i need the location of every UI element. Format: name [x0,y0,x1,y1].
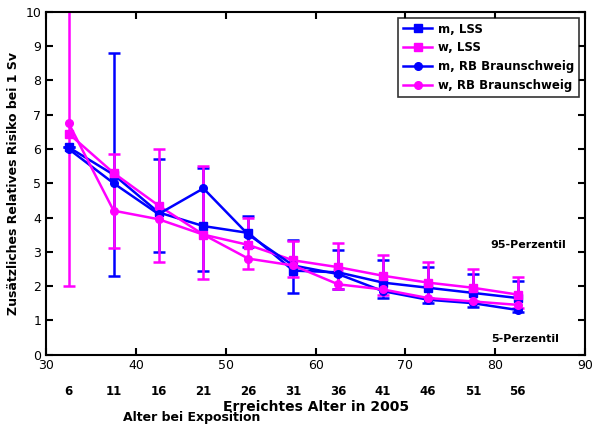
Text: 36: 36 [330,385,346,399]
m, LSS [65,145,72,150]
w, RB Braunschweig [514,302,521,308]
Line: m, RB Braunschweig: m, RB Braunschweig [65,145,521,314]
Line: w, RB Braunschweig: w, RB Braunschweig [65,119,521,309]
w, RB Braunschweig [469,299,476,304]
Text: 11: 11 [106,385,122,399]
Line: w, LSS: w, LSS [65,130,521,299]
Text: 41: 41 [375,385,391,399]
m, LSS [200,224,207,229]
w, RB Braunschweig [424,296,431,301]
m, LSS [245,230,252,236]
m, RB Braunschweig [200,186,207,191]
w, RB Braunschweig [290,263,297,268]
m, LSS [335,270,342,275]
w, LSS [155,203,162,208]
m, LSS [469,290,476,296]
w, LSS [245,242,252,248]
m, RB Braunschweig [155,211,162,217]
m, RB Braunschweig [469,301,476,306]
m, RB Braunschweig [335,272,342,277]
Text: 21: 21 [195,385,212,399]
Text: 26: 26 [240,385,257,399]
w, RB Braunschweig [335,282,342,287]
m, RB Braunschweig [379,289,386,294]
Legend: m, LSS, w, LSS, m, RB Braunschweig, w, RB Braunschweig: m, LSS, w, LSS, m, RB Braunschweig, w, R… [398,18,579,97]
m, RB Braunschweig [245,232,252,237]
m, LSS [424,285,431,290]
Text: 5-Perzentil: 5-Perzentil [491,334,559,344]
w, LSS [514,292,521,297]
Text: 95-Perzentil: 95-Perzentil [491,240,566,250]
w, RB Braunschweig [379,287,386,292]
Text: 56: 56 [509,385,526,399]
Text: 46: 46 [419,385,436,399]
w, RB Braunschweig [110,208,117,213]
Y-axis label: Zusätzliches Relatives Risiko bei 1 Sv: Zusätzliches Relatives Risiko bei 1 Sv [7,52,20,315]
m, RB Braunschweig [110,181,117,186]
w, LSS [424,280,431,285]
Line: m, LSS: m, LSS [65,143,521,302]
m, LSS [110,172,117,177]
w, LSS [379,273,386,278]
w, LSS [200,232,207,237]
m, LSS [379,280,386,285]
m, RB Braunschweig [65,146,72,151]
Text: Alter bei Exposition: Alter bei Exposition [123,411,260,424]
w, LSS [65,131,72,136]
Text: 51: 51 [464,385,481,399]
Text: 6: 6 [65,385,73,399]
Text: 31: 31 [285,385,301,399]
Text: 16: 16 [151,385,167,399]
w, LSS [110,170,117,175]
w, LSS [290,258,297,263]
w, RB Braunschweig [245,256,252,261]
w, RB Braunschweig [65,121,72,126]
m, LSS [155,210,162,215]
m, LSS [514,296,521,301]
m, RB Braunschweig [514,308,521,313]
m, RB Braunschweig [290,263,297,268]
w, LSS [335,265,342,270]
w, RB Braunschweig [200,232,207,237]
m, LSS [290,268,297,273]
w, RB Braunschweig [155,217,162,222]
w, LSS [469,285,476,290]
X-axis label: Erreichtes Alter in 2005: Erreichtes Alter in 2005 [223,400,409,414]
m, RB Braunschweig [424,297,431,302]
